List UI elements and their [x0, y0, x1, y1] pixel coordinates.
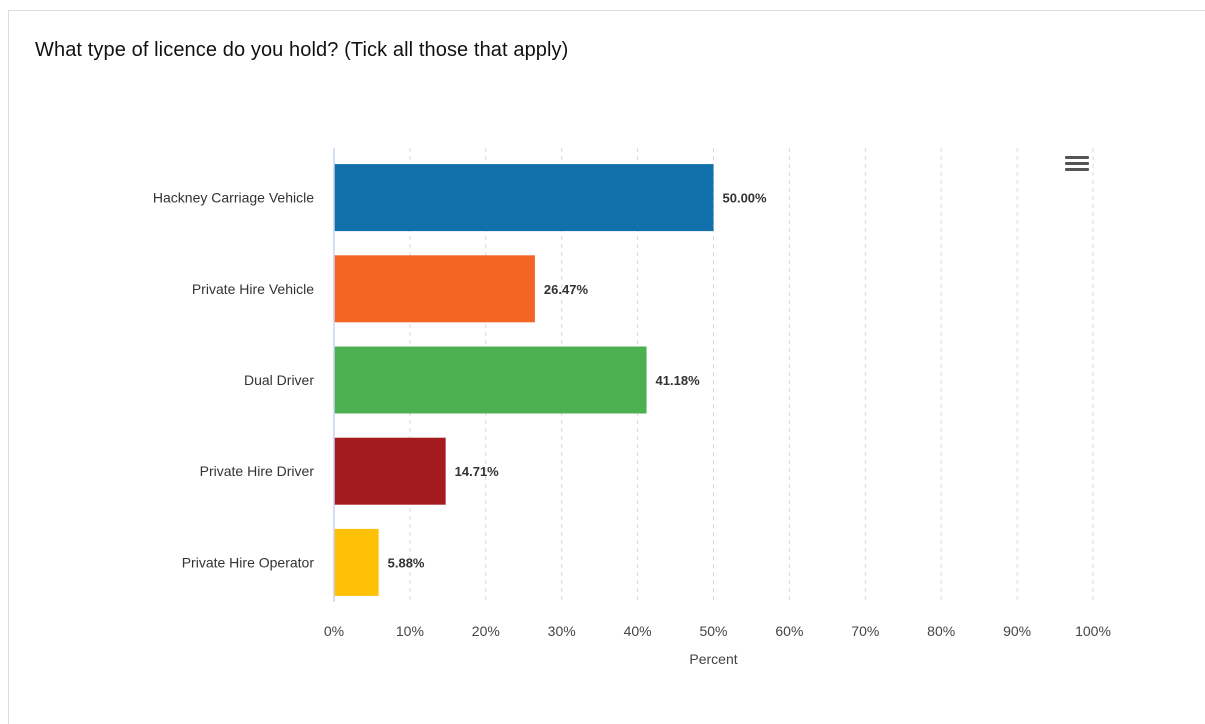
x-tick-label: 30%	[548, 623, 576, 639]
x-tick-label: 80%	[927, 623, 955, 639]
bar	[334, 528, 379, 596]
x-tick-label: 0%	[324, 623, 344, 639]
x-tick-label: 100%	[1075, 623, 1111, 639]
x-tick-label: 20%	[472, 623, 500, 639]
category-label: Private Hire Driver	[200, 463, 315, 479]
menu-line	[1065, 156, 1089, 159]
x-tick-label: 40%	[624, 623, 652, 639]
x-tick-label: 70%	[851, 623, 879, 639]
menu-line	[1065, 162, 1089, 165]
x-tick-label: 10%	[396, 623, 424, 639]
hamburger-menu-icon[interactable]	[1065, 156, 1089, 176]
data-label: 50.00%	[723, 191, 768, 206]
data-label: 41.18%	[656, 373, 701, 388]
data-label: 26.47%	[544, 282, 589, 297]
x-axis-title: Percent	[689, 651, 737, 667]
bar	[334, 164, 714, 232]
category-label: Private Hire Operator	[182, 554, 315, 570]
bar	[334, 346, 647, 414]
bar	[334, 255, 535, 323]
category-label: Private Hire Vehicle	[192, 281, 314, 297]
question-title: What type of licence do you hold? (Tick …	[35, 39, 569, 61]
x-tick-label: 50%	[699, 623, 727, 639]
category-label: Hackney Carriage Vehicle	[153, 190, 314, 206]
data-label: 14.71%	[455, 464, 500, 479]
data-label: 5.88%	[388, 555, 425, 570]
menu-line	[1065, 168, 1089, 171]
bar	[334, 437, 446, 505]
category-label: Dual Driver	[244, 372, 314, 388]
x-tick-label: 90%	[1003, 623, 1031, 639]
x-tick-label: 60%	[775, 623, 803, 639]
